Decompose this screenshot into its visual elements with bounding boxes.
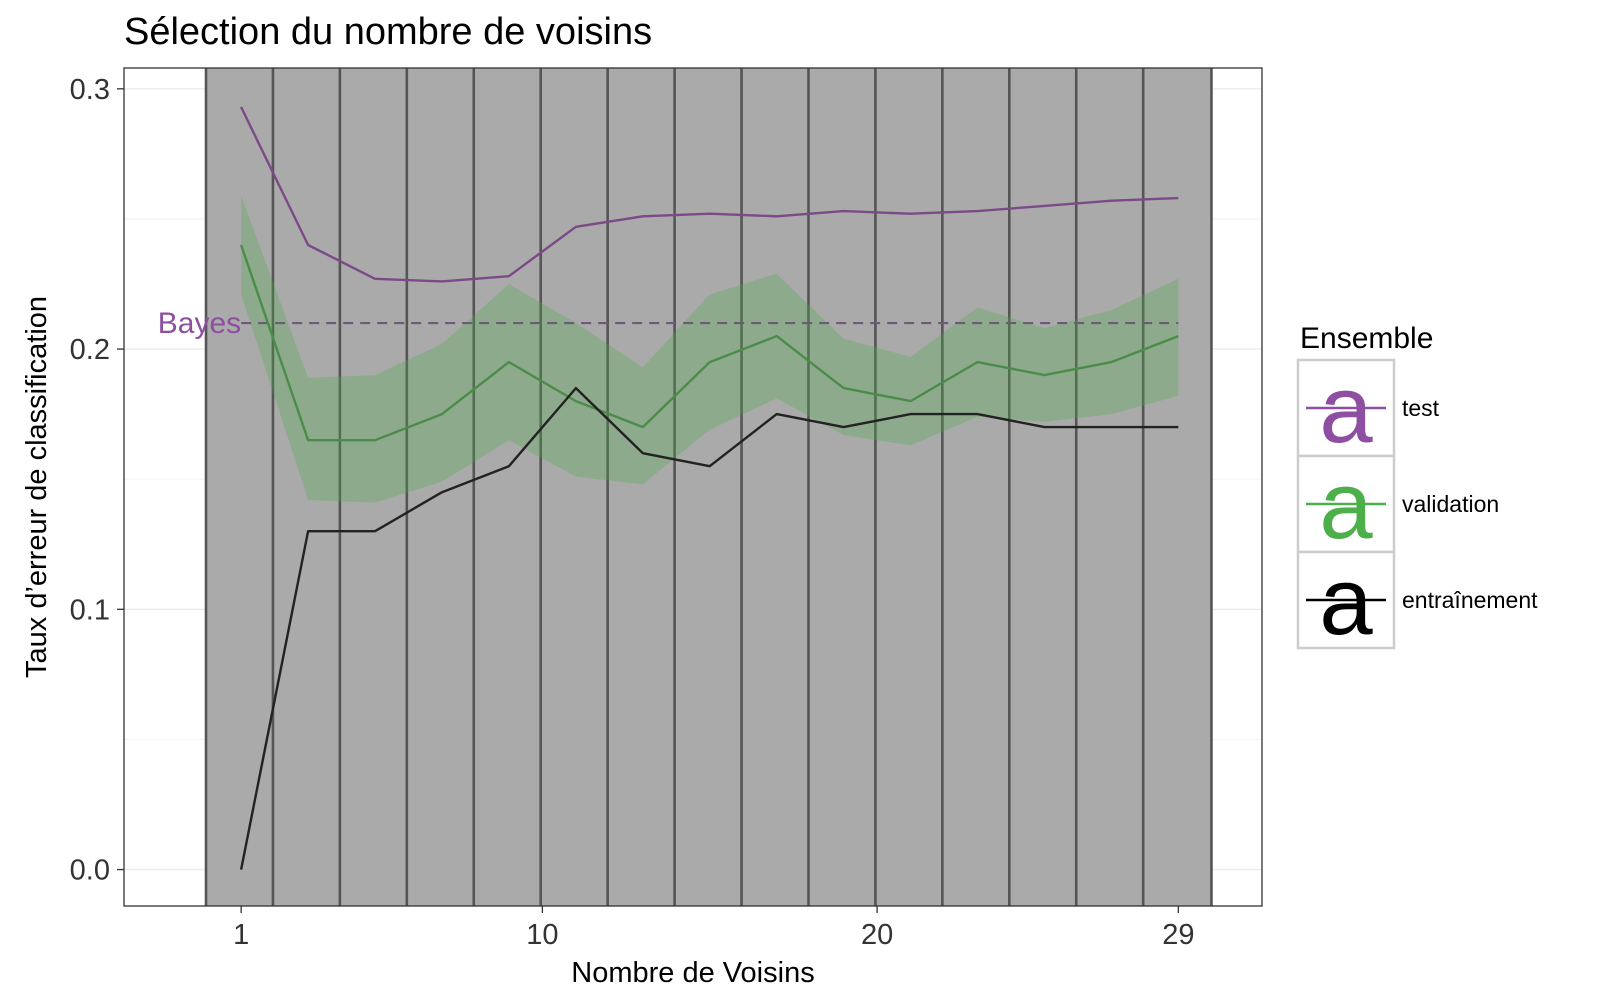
x-axis-title: Nombre de Voisins <box>571 957 814 989</box>
legend-label: entraînement <box>1402 587 1538 613</box>
y-axis-title: Taux d’erreur de classification <box>21 296 53 678</box>
series-line-entrainement <box>239 386 1179 870</box>
validation-band <box>241 195 1179 503</box>
series-line-validation <box>239 244 1179 442</box>
legend-label: validation <box>1402 491 1499 517</box>
legend-key-glyph: a <box>1319 452 1373 559</box>
x-tick-label: 1 <box>233 919 249 951</box>
legend-label: test <box>1402 395 1440 421</box>
y-tick-label: 0.1 <box>70 594 110 626</box>
legend-title: Ensemble <box>1300 322 1433 355</box>
shaded-region <box>206 68 1212 906</box>
legend-items: a test a validation a entraînement <box>1296 356 1538 655</box>
y-axis: 0.0 0.1 0.2 0.3 <box>70 74 124 887</box>
plot-panel: Bayes <box>123 67 1263 907</box>
y-tick-label: 0.2 <box>70 334 110 366</box>
series-lines <box>239 106 1179 870</box>
x-tick-label: 10 <box>526 919 558 951</box>
legend: Ensemble a test a validation a entraînement <box>1296 322 1538 655</box>
x-tick-label: 20 <box>861 919 893 951</box>
bayes-label: Bayes <box>158 307 241 340</box>
legend-key-glyph: a <box>1319 548 1373 655</box>
series-line-test <box>240 106 1179 283</box>
x-axis: 1 10 20 29 <box>233 906 1194 951</box>
panel-border <box>123 67 1263 907</box>
vertical-lines <box>204 68 1213 906</box>
chart-title: Sélection du nombre de voisins <box>124 11 652 53</box>
x-tick-label: 29 <box>1162 919 1194 951</box>
legend-key-glyph: a <box>1319 356 1373 463</box>
y-tick-label: 0.3 <box>70 74 110 106</box>
y-tick-label: 0.0 <box>70 855 110 887</box>
